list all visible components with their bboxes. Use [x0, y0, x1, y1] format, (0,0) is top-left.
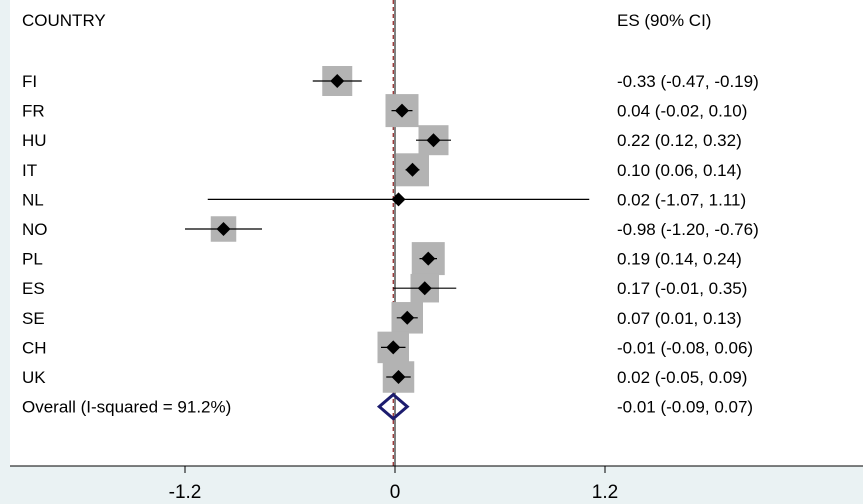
effect-text-ch: -0.01 (-0.08, 0.06)	[617, 338, 753, 357]
point-estimate-se	[400, 310, 415, 325]
effect-text-fi: -0.33 (-0.47, -0.19)	[617, 72, 759, 91]
effect-text-fr: 0.04 (-0.02, 0.10)	[617, 102, 747, 121]
header-country: COUNTRY	[22, 11, 106, 30]
plot-area	[10, 0, 863, 466]
study-row-no: NO -0.98 (-1.20, -0.76)	[22, 216, 759, 242]
study-label-it: IT	[22, 161, 37, 180]
study-label-no: NO	[22, 220, 48, 239]
point-estimate-fr	[395, 103, 409, 118]
study-row-fi: FI -0.33 (-0.47, -0.19)	[22, 66, 759, 96]
study-label-fi: FI	[22, 72, 37, 91]
header-effect-size: ES (90% CI)	[617, 11, 711, 30]
point-estimate-pl	[421, 251, 436, 266]
study-label-es: ES	[22, 279, 45, 298]
point-estimate-es	[417, 281, 432, 296]
study-series: FI -0.33 (-0.47, -0.19) FR 0.04 (-0.02, 0.1…	[22, 0, 759, 466]
effect-text-se: 0.07 (0.01, 0.13)	[617, 309, 742, 328]
study-label-fr: FR	[22, 102, 45, 121]
study-label-se: SE	[22, 309, 45, 328]
study-label-hu: HU	[22, 131, 47, 150]
overall-diamond	[376, 392, 410, 421]
effect-text-nl: 0.02 (-1.07, 1.11)	[617, 190, 746, 209]
point-estimate-uk	[391, 370, 406, 384]
point-estimate-fi	[330, 74, 345, 88]
study-row-uk: UK 0.02 (-0.05, 0.09)	[22, 361, 747, 393]
overall-row: Overall (I-squared = 91.2%) -0.01 (-0.09,…	[22, 392, 753, 421]
effect-text-hu: 0.22 (0.12, 0.32)	[617, 131, 742, 150]
study-row-ch: CH -0.01 (-0.08, 0.06)	[22, 331, 753, 364]
x-axis: -1.2 0 1.2	[169, 466, 618, 503]
effect-text-no: -0.98 (-1.20, -0.76)	[617, 220, 759, 239]
effect-text-es: 0.17 (-0.01, 0.35)	[617, 279, 747, 298]
overall-label: Overall (I-squared = 91.2%)	[22, 398, 231, 417]
study-label-uk: UK	[22, 368, 46, 387]
point-estimate-no	[216, 222, 231, 236]
x-tick-label: 1.2	[592, 482, 618, 503]
study-row-es: ES 0.17 (-0.01, 0.35)	[22, 273, 747, 303]
point-estimate-nl	[391, 192, 406, 207]
x-tick-label: 0	[390, 482, 401, 503]
effect-text-pl: 0.19 (0.14, 0.24)	[617, 250, 742, 269]
study-label-nl: NL	[22, 190, 44, 209]
overall-effect-text: -0.01 (-0.09, 0.07)	[617, 398, 753, 417]
study-label-ch: CH	[22, 338, 47, 357]
effect-text-it: 0.10 (0.06, 0.14)	[617, 161, 742, 180]
point-estimate-it	[405, 162, 420, 177]
study-row-it: IT 0.10 (0.06, 0.14)	[22, 153, 742, 187]
study-row-fr: FR 0.04 (-0.02, 0.10)	[22, 94, 747, 128]
study-label-pl: PL	[22, 250, 43, 269]
study-row-nl: NL 0.02 (-1.07, 1.11)	[22, 190, 746, 209]
effect-text-uk: 0.02 (-0.05, 0.09)	[617, 368, 747, 387]
study-row-pl: PL 0.19 (0.14, 0.24)	[22, 242, 742, 276]
study-row-se: SE 0.07 (0.01, 0.13)	[22, 302, 742, 334]
point-estimate-ch	[386, 340, 401, 355]
x-tick-label: -1.2	[169, 482, 202, 503]
point-estimate-hu	[426, 133, 441, 148]
study-row-hu: HU 0.22 (0.12, 0.32)	[22, 125, 742, 156]
